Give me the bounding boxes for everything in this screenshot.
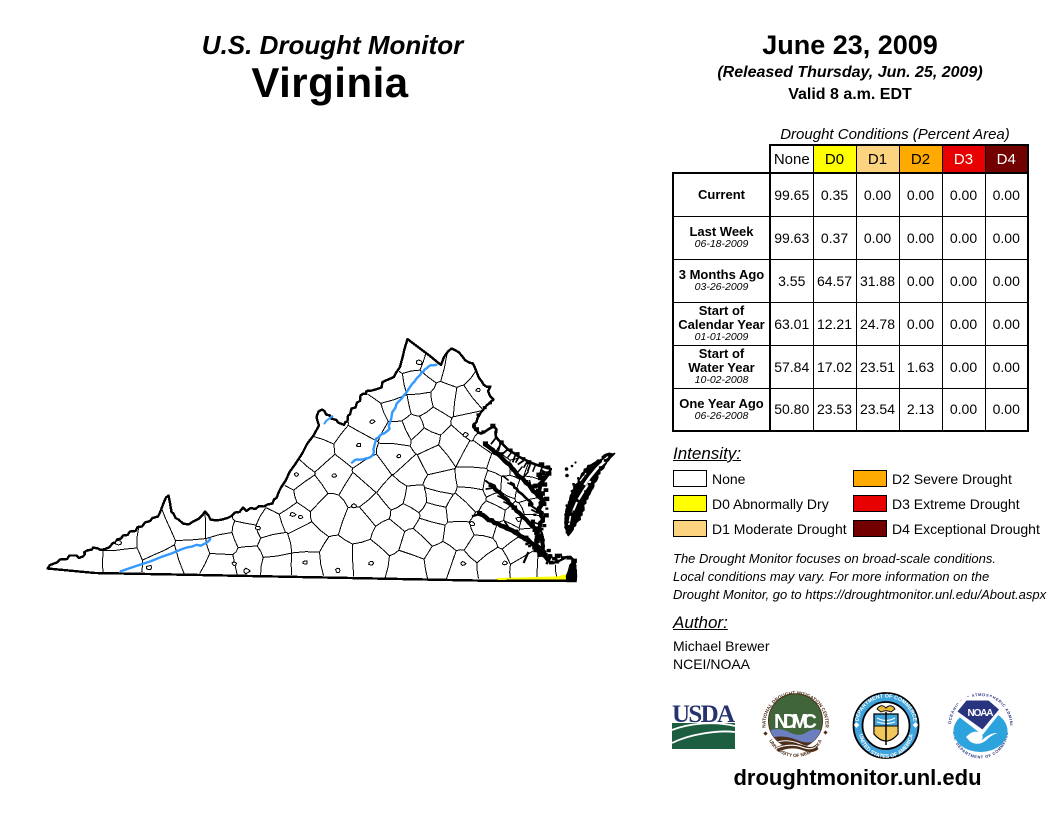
svg-text:NDMC: NDMC [774,711,817,733]
svg-text:NOAA: NOAA [968,708,994,719]
